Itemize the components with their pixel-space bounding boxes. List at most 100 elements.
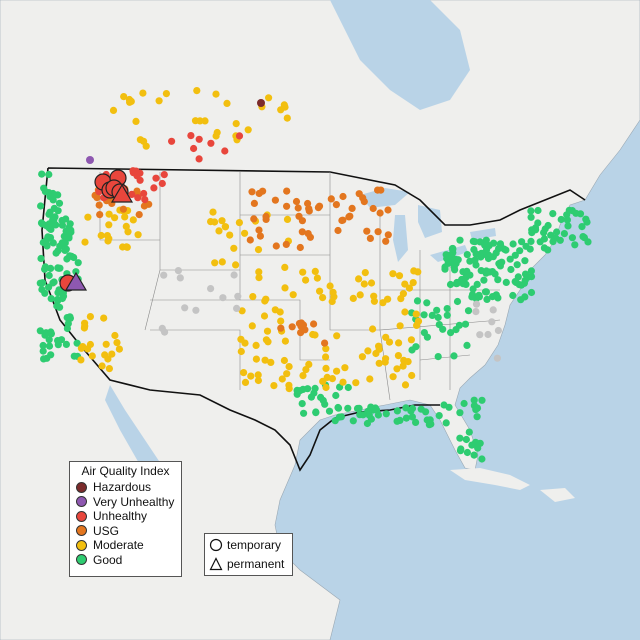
monitor-marker[interactable] — [482, 288, 490, 296]
monitor-marker[interactable] — [571, 241, 579, 249]
monitor-marker[interactable] — [296, 387, 304, 395]
monitor-marker[interactable] — [480, 276, 488, 284]
monitor-marker[interactable] — [126, 98, 134, 106]
monitor-marker[interactable] — [423, 299, 431, 307]
monitor-marker[interactable] — [563, 211, 571, 219]
monitor-marker[interactable] — [322, 353, 330, 361]
monitor-marker[interactable] — [289, 291, 297, 299]
monitor-marker[interactable] — [412, 310, 420, 318]
monitor-marker[interactable] — [45, 336, 53, 344]
monitor-marker[interactable] — [201, 117, 209, 125]
monitor-marker[interactable] — [121, 213, 129, 221]
monitor-marker[interactable] — [369, 325, 377, 333]
monitor-marker[interactable] — [152, 174, 160, 182]
monitor-marker[interactable] — [277, 106, 285, 114]
monitor-marker[interactable] — [405, 284, 413, 292]
monitor-marker[interactable] — [314, 204, 322, 212]
monitor-marker[interactable] — [61, 246, 69, 254]
monitor-marker[interactable] — [557, 215, 565, 224]
monitor-marker[interactable] — [322, 383, 330, 392]
monitor-marker[interactable] — [234, 292, 242, 300]
monitor-marker[interactable] — [158, 179, 166, 188]
monitor-marker[interactable] — [40, 355, 48, 363]
monitor-marker[interactable] — [230, 244, 238, 252]
monitor-marker[interactable] — [299, 268, 307, 276]
monitor-marker[interactable] — [95, 201, 103, 209]
monitor-marker[interactable] — [534, 219, 542, 227]
monitor-marker[interactable] — [80, 324, 88, 332]
monitor-marker[interactable] — [352, 379, 360, 387]
monitor-marker[interactable] — [527, 237, 535, 245]
monitor-marker[interactable] — [295, 319, 303, 328]
monitor-marker[interactable] — [470, 246, 478, 254]
monitor-marker[interactable] — [105, 210, 113, 218]
monitor-marker[interactable] — [349, 294, 357, 302]
monitor-marker[interactable] — [104, 355, 112, 363]
monitor-marker[interactable] — [61, 239, 69, 247]
monitor-marker[interactable] — [461, 320, 470, 328]
monitor-marker[interactable] — [468, 293, 476, 301]
monitor-marker[interactable] — [420, 329, 428, 337]
monitor-marker[interactable] — [232, 120, 240, 128]
monitor-marker[interactable] — [346, 212, 354, 220]
monitor-marker[interactable] — [248, 322, 256, 330]
monitor-marker[interactable] — [527, 213, 535, 221]
monitor-marker[interactable] — [47, 225, 55, 233]
monitor-marker[interactable] — [115, 345, 123, 353]
monitor-marker[interactable] — [68, 252, 76, 260]
monitor-marker[interactable] — [111, 331, 119, 340]
monitor-marker[interactable] — [460, 399, 468, 408]
monitor-marker[interactable] — [307, 393, 315, 401]
monitor-marker[interactable] — [473, 280, 481, 288]
monitor-marker[interactable] — [136, 169, 144, 177]
monitor-marker[interactable] — [93, 194, 101, 202]
monitor-marker[interactable] — [326, 282, 334, 290]
monitor-marker[interactable] — [70, 352, 78, 360]
monitor-marker[interactable] — [355, 404, 363, 412]
monitor-marker[interactable] — [502, 246, 510, 254]
monitor-marker[interactable] — [496, 262, 504, 270]
monitor-marker[interactable] — [190, 144, 198, 153]
monitor-marker[interactable] — [39, 279, 47, 287]
monitor-marker[interactable] — [540, 235, 549, 243]
monitor-marker[interactable] — [360, 280, 368, 288]
monitor-marker[interactable] — [534, 206, 542, 215]
monitor-marker[interactable] — [470, 451, 478, 459]
monitor-marker[interactable] — [310, 320, 318, 328]
monitor-marker[interactable] — [292, 197, 301, 206]
monitor-marker[interactable] — [526, 245, 534, 253]
monitor-marker[interactable] — [393, 365, 401, 373]
monitor-marker[interactable] — [271, 306, 279, 314]
monitor-marker[interactable] — [382, 410, 390, 418]
monitor-marker[interactable] — [161, 328, 169, 336]
monitor-marker[interactable] — [521, 257, 529, 265]
monitor-marker[interactable] — [435, 412, 443, 420]
monitor-marker[interactable] — [448, 245, 456, 253]
monitor-marker[interactable] — [255, 189, 263, 198]
monitor-marker[interactable] — [433, 306, 441, 314]
monitor-marker[interactable] — [281, 337, 289, 345]
monitor-marker[interactable] — [319, 294, 327, 302]
monitor-marker[interactable] — [120, 93, 128, 101]
monitor-marker[interactable] — [52, 249, 60, 257]
monitor-marker[interactable] — [96, 211, 104, 219]
monitor-marker[interactable] — [300, 409, 308, 417]
monitor-marker[interactable] — [553, 228, 561, 236]
monitor-marker[interactable] — [335, 413, 343, 421]
monitor-marker[interactable] — [470, 396, 478, 404]
monitor-marker[interactable] — [64, 320, 72, 328]
monitor-marker[interactable] — [473, 413, 481, 421]
monitor-marker[interactable] — [549, 238, 557, 246]
monitor-marker[interactable] — [483, 295, 491, 303]
monitor-marker[interactable] — [374, 228, 382, 236]
monitor-marker[interactable] — [46, 193, 54, 201]
monitor-marker[interactable] — [47, 295, 55, 303]
monitor-marker[interactable] — [298, 400, 306, 408]
monitor-marker[interactable] — [517, 296, 525, 304]
monitor-marker[interactable] — [142, 142, 150, 150]
monitor-marker[interactable] — [511, 278, 519, 286]
monitor-marker[interactable] — [408, 413, 416, 421]
monitor-marker[interactable] — [471, 238, 479, 246]
monitor-marker[interactable] — [223, 99, 231, 107]
monitor-marker[interactable] — [241, 229, 249, 237]
